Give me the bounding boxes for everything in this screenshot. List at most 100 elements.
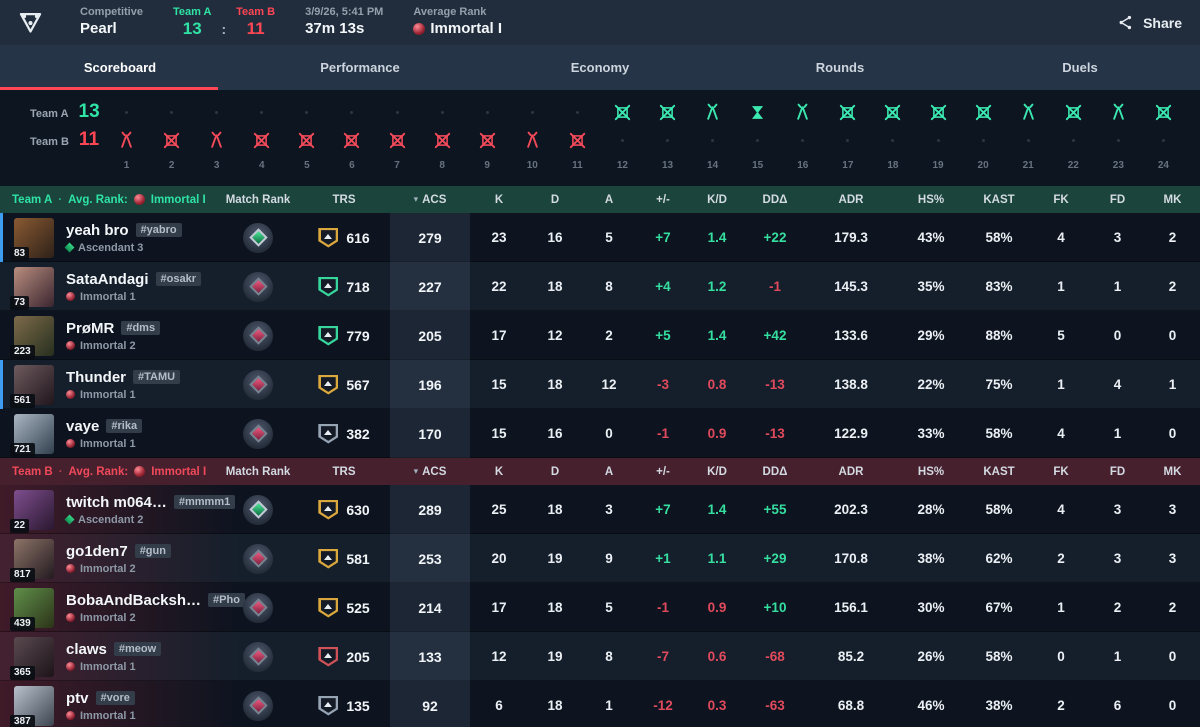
column-header-fk[interactable]: FK <box>1032 186 1090 213</box>
tab-performance[interactable]: Performance <box>240 45 480 90</box>
column-header-kd[interactable]: K/D <box>690 458 744 485</box>
column-header-k[interactable]: K <box>470 458 528 485</box>
column-header-matchrank[interactable]: Match Rank <box>218 186 298 213</box>
column-header-hs[interactable]: HS% <box>896 458 966 485</box>
column-header-[interactable]: +/- <box>636 458 690 485</box>
player-row[interactable]: 721 vaye #rika Immortal 1 382 170 15 16 … <box>0 409 1200 458</box>
rank-tier-icon <box>66 613 75 622</box>
column-header-d[interactable]: D <box>528 458 582 485</box>
column-header-k[interactable]: K <box>470 186 528 213</box>
column-header-dd[interactable]: DDΔ <box>744 186 806 213</box>
tab-duels[interactable]: Duels <box>960 45 1200 90</box>
stat-fk: 4 <box>1057 230 1065 245</box>
match-header: Competitive Pearl Team A 13 : Team B 11 … <box>0 0 1200 45</box>
match-rank-badge <box>243 320 273 351</box>
column-header-kast[interactable]: KAST <box>966 458 1032 485</box>
rank-tier-icon <box>66 711 75 720</box>
tab-economy[interactable]: Economy <box>480 45 720 90</box>
round-1-number: 1 <box>123 159 130 171</box>
column-header-mk[interactable]: MK <box>1145 458 1200 485</box>
column-header-trs[interactable]: TRS <box>298 186 390 213</box>
stat-acs: 205 <box>390 311 470 360</box>
share-button[interactable]: Share <box>1117 14 1182 31</box>
trs-badge-icon <box>318 227 339 248</box>
round-7-elim-icon <box>374 131 419 150</box>
round-22-empty-dot <box>1051 138 1096 142</box>
column-header-kast[interactable]: KAST <box>966 186 1032 213</box>
column-header-mk[interactable]: MK <box>1145 186 1200 213</box>
column-header-kd[interactable]: K/D <box>690 186 744 213</box>
column-header-[interactable]: +/- <box>636 186 690 213</box>
column-header-label: ADR <box>838 193 864 206</box>
tab-rounds[interactable]: Rounds <box>720 45 960 90</box>
column-header-fk[interactable]: FK <box>1032 458 1090 485</box>
column-header-label: FK <box>1053 465 1069 478</box>
stat-trs: 779 <box>346 327 370 344</box>
player-name[interactable]: claws <box>66 640 107 658</box>
column-header-fd[interactable]: FD <box>1090 186 1145 213</box>
round-15-empty-dot <box>735 138 780 142</box>
column-header-label: MK <box>1163 193 1182 206</box>
stat-trs: 525 <box>346 599 370 616</box>
column-header-trs[interactable]: TRS <box>298 458 390 485</box>
stat-kd: 0.3 <box>707 698 727 713</box>
tab-scoreboard[interactable]: Scoreboard <box>0 45 240 90</box>
stat-acs: 227 <box>390 262 470 311</box>
stat-k: 22 <box>491 279 507 294</box>
column-header-a[interactable]: A <box>582 186 636 213</box>
player-rank-label: Immortal 1 <box>80 660 136 673</box>
round-19-empty-dot <box>915 138 960 142</box>
column-header-fd[interactable]: FD <box>1090 458 1145 485</box>
stat-hs: 29% <box>917 328 945 343</box>
column-header-label: HS% <box>917 465 945 478</box>
column-header-acs[interactable]: ▾ ACS <box>390 458 470 485</box>
avg-rank-label: Avg. Rank: <box>68 465 129 478</box>
site-logo-icon[interactable] <box>10 9 50 36</box>
column-header-acs[interactable]: ▾ ACS <box>390 186 470 213</box>
stat-fd: 1 <box>1113 279 1122 294</box>
player-row[interactable]: 73 SataAndagi #osakr Immortal 1 718 227 … <box>0 262 1200 311</box>
player-row[interactable]: 83 yeah bro #yabro Ascendant 3 616 279 2… <box>0 213 1200 262</box>
player-name[interactable]: ptv <box>66 689 89 707</box>
player-name[interactable]: twitch m064… <box>66 493 167 511</box>
match-rank-badge <box>243 543 273 574</box>
stat-d: 18 <box>547 377 563 392</box>
stat-hs: 26% <box>917 649 945 664</box>
column-header-hs[interactable]: HS% <box>896 186 966 213</box>
match-rank-badge <box>243 494 273 525</box>
column-header-d[interactable]: D <box>528 186 582 213</box>
trs-badge-icon <box>318 374 339 395</box>
player-tag: #gun <box>134 544 171 558</box>
stat-dd-delta: -13 <box>765 426 785 441</box>
player-name[interactable]: vaye <box>66 417 100 435</box>
player-name[interactable]: BobaAndBacksh… <box>66 591 202 609</box>
stat-adr: 202.3 <box>834 502 868 517</box>
rank-tier-icon <box>66 292 75 301</box>
player-row[interactable]: 22 twitch m064… #mmmm1 Ascendant 2 630 2… <box>0 485 1200 534</box>
column-header-adr[interactable]: ADR <box>806 458 896 485</box>
player-name[interactable]: yeah bro <box>66 221 129 239</box>
column-header-a[interactable]: A <box>582 458 636 485</box>
player-row[interactable]: 439 BobaAndBacksh… #Pho Immortal 2 525 2… <box>0 583 1200 632</box>
column-header-adr[interactable]: ADR <box>806 186 896 213</box>
column-header-matchrank[interactable]: Match Rank <box>218 458 298 485</box>
player-name[interactable]: go1den7 <box>66 542 128 560</box>
player-row[interactable]: 223 PrøMR #dms Immortal 2 779 205 17 12 … <box>0 311 1200 360</box>
player-row[interactable]: 817 go1den7 #gun Immortal 2 581 253 20 1… <box>0 534 1200 583</box>
player-row[interactable]: 387 ptv #vore Immortal 1 135 92 6 18 1 <box>0 681 1200 727</box>
player-name[interactable]: PrøMR <box>66 319 115 337</box>
stat-mk: 2 <box>1168 279 1177 294</box>
column-header-dd[interactable]: DDΔ <box>744 458 806 485</box>
round-24-number: 24 <box>1157 159 1169 171</box>
player-row[interactable]: 365 claws #meow Immortal 1 205 133 12 19 <box>0 632 1200 681</box>
player-name[interactable]: SataAndagi <box>66 270 149 288</box>
stat-hs: 46% <box>917 698 945 713</box>
agent-avatar: 83 <box>10 217 54 261</box>
stat-adr: 133.6 <box>834 328 868 343</box>
player-name[interactable]: Thunder <box>66 368 126 386</box>
stat-trs: 718 <box>346 278 370 295</box>
round-23-defuse-icon <box>1096 103 1141 122</box>
player-rank-label: Immortal 1 <box>80 388 136 401</box>
rank-tier-icon <box>64 514 75 525</box>
player-row[interactable]: 561 Thunder #TAMU Immortal 1 567 196 15 … <box>0 360 1200 409</box>
